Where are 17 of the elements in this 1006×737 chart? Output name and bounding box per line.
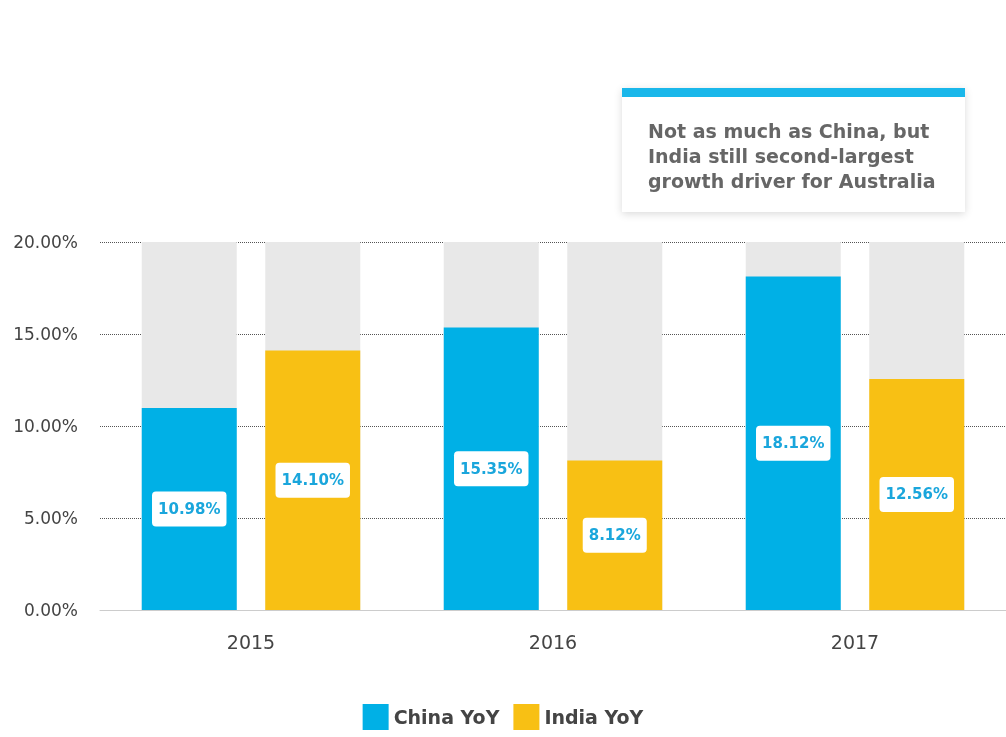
data-label: 15.35%	[460, 459, 523, 478]
text: Not as much as China, but India still second-largest growth driver for Australia	[622, 88, 965, 212]
y-tick-label: 10.00%	[13, 416, 78, 436]
y-tick-label: 0.00%	[23, 600, 78, 620]
x-tick-label: 2016	[528, 630, 578, 653]
y-tick-label: 15.00%	[13, 324, 78, 344]
data-label: 12.56%	[885, 485, 948, 504]
legend-label: India YoY	[544, 706, 644, 728]
data-label: 10.98%	[158, 499, 221, 518]
x-tick-label: 2017	[830, 630, 880, 653]
data-label: 14.10%	[281, 471, 344, 490]
y-tick-label: 20.00%	[13, 232, 78, 252]
data-label: 8.12%	[588, 526, 641, 545]
data-label: 18.12%	[762, 434, 825, 453]
legend-label: China YoY	[393, 706, 500, 728]
y-tick-label: 5.00%	[23, 508, 78, 528]
x-tick-label: 2015	[226, 630, 276, 653]
